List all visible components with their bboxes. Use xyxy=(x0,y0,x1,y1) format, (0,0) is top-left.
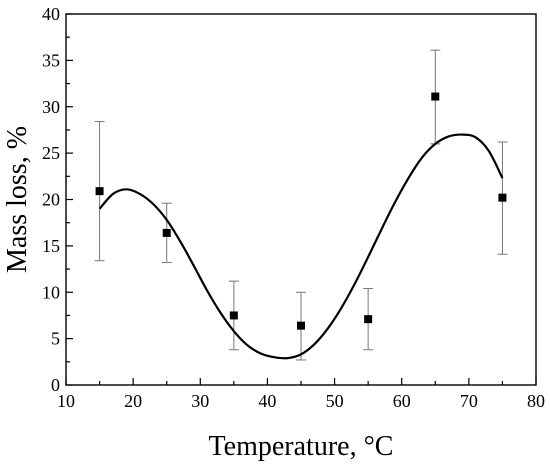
y-tick-label: 5 xyxy=(51,329,60,349)
data-point xyxy=(162,228,171,237)
y-tick-label: 30 xyxy=(42,97,60,117)
data-point xyxy=(498,193,507,202)
x-tick-label: 30 xyxy=(191,391,209,411)
y-axis-title: Mass loss, % xyxy=(2,126,33,273)
data-point xyxy=(95,187,104,196)
y-tick-label: 10 xyxy=(42,282,60,302)
y-tick-label: 15 xyxy=(42,236,60,256)
x-tick-label: 10 xyxy=(57,391,75,411)
x-tick-label: 80 xyxy=(527,391,545,411)
data-point xyxy=(297,321,305,330)
x-tick-label: 50 xyxy=(326,391,344,411)
data-point xyxy=(431,92,440,101)
fit-curve xyxy=(98,133,504,360)
y-tick-label: 0 xyxy=(51,375,60,395)
x-tick-label: 40 xyxy=(258,391,276,411)
data-point xyxy=(364,315,373,324)
y-tick-label: 40 xyxy=(42,4,60,24)
y-tick-label: 20 xyxy=(42,190,60,210)
y-tick-label: 35 xyxy=(42,50,60,70)
y-tick-label: 25 xyxy=(42,143,60,163)
x-tick-label: 20 xyxy=(124,391,142,411)
x-tick-label: 60 xyxy=(393,391,411,411)
x-axis-title: Temperature, °C xyxy=(209,431,394,462)
x-tick-label: 70 xyxy=(460,391,478,411)
data-point xyxy=(229,311,238,320)
